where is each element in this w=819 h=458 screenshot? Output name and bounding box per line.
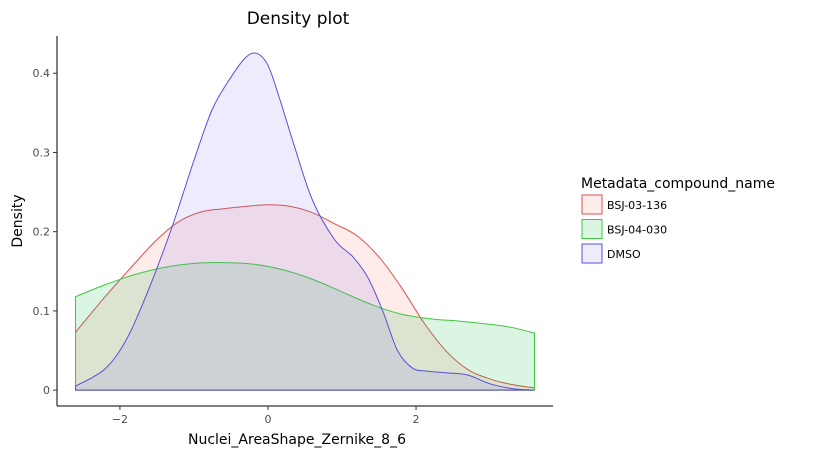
legend-label-bsj-04-030: BSJ-04-030 bbox=[607, 224, 667, 237]
legend-swatch-bsj-04-030 bbox=[581, 219, 603, 239]
density-area-dmso bbox=[75, 52, 535, 391]
legend-label-dmso: DMSO bbox=[607, 248, 641, 261]
legend: BSJ-03-136 BSJ-04-030 DMSO bbox=[581, 194, 667, 264]
y-axis-label: Density bbox=[10, 194, 26, 247]
x-axis-label: Nuclei_AreaShape_Zernike_8_6 bbox=[188, 432, 406, 448]
series-layer bbox=[75, 52, 535, 391]
y-tick-label: 0.4 bbox=[33, 67, 51, 80]
legend-swatch-dmso bbox=[581, 243, 603, 264]
legend-title: Metadata_compound_name bbox=[581, 176, 775, 192]
legend-label-bsj-03-136: BSJ-03-136 bbox=[607, 199, 667, 212]
y-tick-label: 0 bbox=[43, 384, 50, 397]
density-area-bsj-04-030 bbox=[75, 262, 535, 391]
y-tick-label: 0.1 bbox=[33, 305, 51, 318]
x-tick-label: −2 bbox=[112, 413, 128, 426]
density-area-bsj-03-136 bbox=[75, 204, 535, 391]
ticks-layer: −2 0 2 0 0.1 0.2 0.3 0.4 bbox=[33, 67, 420, 426]
x-tick-label: 0 bbox=[264, 413, 271, 426]
legend-swatch-bsj-03-136 bbox=[581, 194, 603, 215]
y-tick-label: 0.3 bbox=[33, 146, 51, 159]
chart-title: Density plot bbox=[247, 9, 350, 29]
x-tick-label: 2 bbox=[413, 413, 420, 426]
y-tick-label: 0.2 bbox=[33, 226, 51, 239]
